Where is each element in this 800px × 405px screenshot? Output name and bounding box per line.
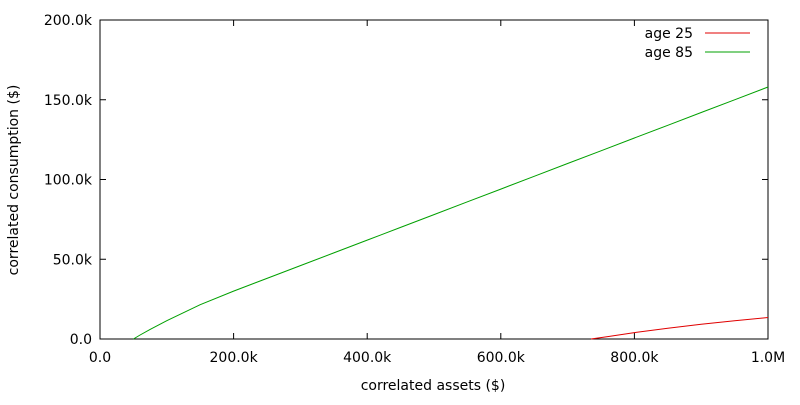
x-tick-label: 1.0M: [751, 350, 785, 366]
legend-label: age 85: [645, 45, 693, 61]
y-tick-label: 100.0k: [44, 173, 93, 189]
x-tick-label: 600.0k: [477, 350, 526, 366]
y-tick-label: 0.0: [70, 332, 92, 348]
series-layer: [133, 86, 769, 340]
x-tick-label: 800.0k: [610, 350, 659, 366]
y-tick-label: 200.0k: [44, 13, 93, 29]
legend: age 25 age 85: [645, 26, 750, 61]
y-tick-label: 150.0k: [44, 93, 93, 109]
x-tick-label: 400.0k: [343, 350, 392, 366]
y-tick-label: 50.0k: [53, 252, 93, 268]
plot-frame: [99, 19, 769, 340]
x-axis-label: correlated assets ($): [361, 378, 506, 394]
x-tick-label: 200.0k: [210, 350, 259, 366]
legend-label: age 25: [645, 26, 693, 42]
x-tick-label: 0.0: [89, 350, 111, 366]
series-line-age-25: [590, 317, 769, 340]
axes-layer: 0.0 200.0k 400.0k 600.0k 800.0k 1.0M 0.0 50.0k 1…: [44, 13, 785, 366]
series-line-age-85: [133, 86, 769, 340]
y-axis-label: correlated consumption ($): [6, 85, 22, 276]
